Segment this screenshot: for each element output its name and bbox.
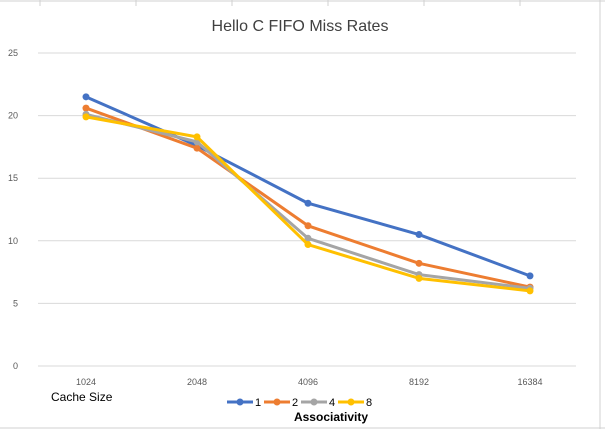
- y-tick-label: 5: [13, 298, 18, 308]
- data-point: [415, 231, 423, 239]
- data-point: [304, 199, 312, 207]
- data-point: [304, 222, 312, 230]
- legend-swatch-marker: [347, 398, 355, 406]
- data-point: [415, 259, 423, 267]
- data-point: [193, 144, 201, 152]
- legend-label: 2: [292, 397, 298, 409]
- y-tick-label: 25: [8, 48, 18, 58]
- y-tick-label: 15: [8, 173, 18, 183]
- x-tick-label: 4096: [298, 377, 318, 387]
- x-tick-label: 2048: [187, 377, 207, 387]
- data-point: [82, 104, 90, 112]
- data-point: [82, 93, 90, 101]
- legend-item-8: 8: [338, 397, 372, 409]
- legend-item-1: 1: [227, 397, 261, 409]
- data-point: [193, 133, 201, 141]
- legend-item-2: 2: [264, 397, 298, 409]
- chart-title: Hello C FIFO Miss Rates: [212, 18, 389, 35]
- x-tick-label: 16384: [517, 377, 542, 387]
- legend-item-4: 4: [301, 397, 335, 409]
- x-axis-note: Cache Size: [51, 390, 113, 404]
- data-point: [82, 113, 90, 121]
- x-axis-tick-labels: 1024 2048 4096 8192 16384: [76, 377, 543, 387]
- series-lines: [82, 93, 534, 295]
- legend-title: Associativity: [294, 410, 368, 424]
- legend-swatch-marker: [310, 398, 318, 406]
- legend-swatch-marker: [236, 398, 244, 406]
- legend: 1 2 4 8: [227, 397, 372, 409]
- data-point: [304, 234, 312, 242]
- data-point: [304, 241, 312, 249]
- data-point: [415, 274, 423, 282]
- legend-swatch-marker: [273, 398, 281, 406]
- legend-label: 4: [329, 397, 335, 409]
- series-8: [82, 113, 534, 295]
- y-axis-tick-labels: 0 5 10 15 20 25: [8, 48, 18, 371]
- y-tick-label: 10: [8, 236, 18, 246]
- x-tick-label: 8192: [409, 377, 429, 387]
- data-point: [526, 272, 534, 280]
- legend-label: 8: [366, 397, 372, 409]
- y-tick-label: 0: [13, 361, 18, 371]
- legend-label: 1: [255, 397, 261, 409]
- x-tick-label: 1024: [76, 377, 96, 387]
- y-tick-label: 20: [8, 111, 18, 121]
- data-point: [526, 287, 534, 295]
